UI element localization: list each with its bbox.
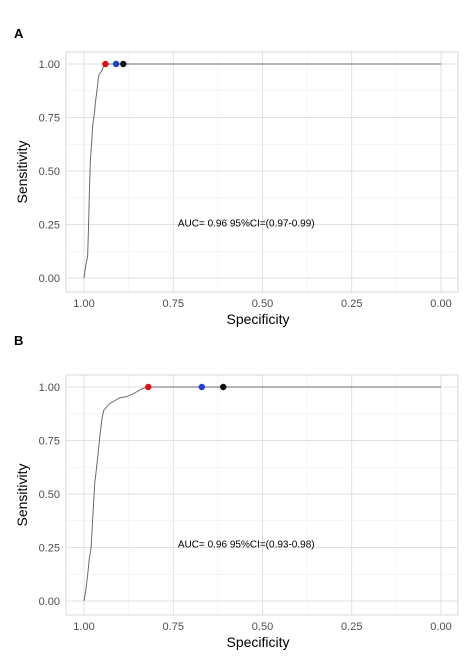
roc-curve bbox=[83, 386, 441, 602]
auc-annotation: AUC= 0.96 95%CI=(0.93-0.98) bbox=[178, 540, 315, 551]
x-tick-label: 0.25 bbox=[341, 621, 362, 633]
auc-annotation: AUC= 0.96 95%CI=(0.97-0.99) bbox=[178, 219, 315, 230]
roc-curve bbox=[83, 63, 441, 279]
y-axis-title: Sensitivity bbox=[14, 463, 30, 526]
black-cutoff-point bbox=[220, 383, 227, 391]
roc-panel-a: A 1.00 0.75 0.50 0.25 0.00 0.00 0.25 0.5… bbox=[14, 26, 459, 327]
x-tick-label: 0.25 bbox=[341, 298, 362, 310]
x-tick-label: 0.50 bbox=[252, 298, 273, 310]
x-axis-title: Specificity bbox=[226, 634, 289, 650]
y-tick-label: 0.50 bbox=[39, 166, 60, 178]
panel-letter: B bbox=[14, 333, 23, 348]
y-tick-label: 0.75 bbox=[39, 113, 60, 125]
blue-cutoff-point bbox=[112, 60, 120, 68]
x-tick-label: 1.00 bbox=[73, 621, 94, 633]
red-cutoff-point bbox=[102, 60, 109, 68]
grid bbox=[66, 52, 458, 292]
y-tick-label: 0.00 bbox=[39, 273, 60, 285]
y-tick-label: 0.50 bbox=[39, 489, 60, 501]
x-tick-label: 0.50 bbox=[252, 621, 273, 633]
x-tick-label: 0.00 bbox=[430, 621, 451, 633]
y-tick-labels: 0.00 0.25 0.50 0.75 1.00 bbox=[39, 59, 60, 285]
cutoff-points bbox=[145, 383, 227, 391]
y-tick-label: 1.00 bbox=[39, 382, 60, 394]
plot-frame bbox=[65, 374, 459, 616]
grid bbox=[66, 375, 458, 615]
x-tick-labels: 1.00 0.75 0.50 0.25 0.00 bbox=[73, 621, 451, 633]
y-tick-labels: 0.00 0.25 0.50 0.75 1.00 bbox=[39, 382, 60, 608]
x-tick-label: 0.00 bbox=[430, 298, 451, 310]
x-axis-title: Specificity bbox=[226, 311, 289, 327]
red-cutoff-point bbox=[145, 383, 152, 391]
cutoff-points bbox=[102, 60, 127, 68]
black-cutoff-point bbox=[120, 60, 127, 68]
y-tick-label: 0.25 bbox=[39, 543, 60, 555]
x-tick-label: 0.75 bbox=[163, 621, 184, 633]
y-axis-title: Sensitivity bbox=[14, 140, 30, 203]
x-tick-label: 0.75 bbox=[163, 298, 184, 310]
plot-frame bbox=[65, 51, 459, 293]
y-tick-label: 1.00 bbox=[39, 59, 60, 71]
panel-letter: A bbox=[14, 26, 24, 41]
x-tick-label: 1.00 bbox=[73, 298, 94, 310]
x-tick-labels: 1.00 0.75 0.50 0.25 0.00 bbox=[73, 298, 451, 310]
roc-panel-b: B 1.00 0.75 0.50 0.25 0.00 0.00 0.25 0.5… bbox=[14, 333, 459, 650]
y-tick-label: 0.00 bbox=[39, 596, 60, 608]
y-tick-label: 0.75 bbox=[39, 436, 60, 448]
y-tick-label: 0.25 bbox=[39, 220, 60, 232]
blue-cutoff-point bbox=[198, 383, 206, 391]
